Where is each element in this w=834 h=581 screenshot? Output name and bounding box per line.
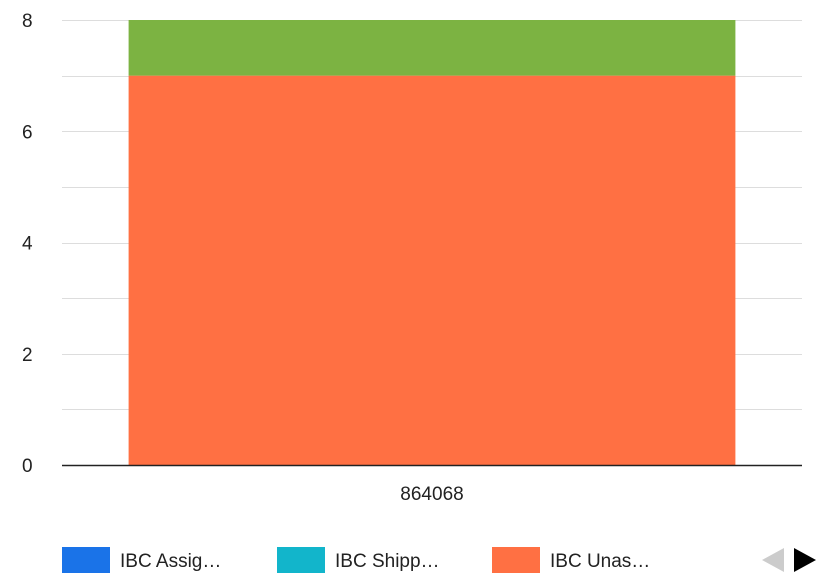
legend-swatch [277, 547, 325, 573]
legend: IBC Assig… IBC Shipp… IBC Unas… [62, 547, 650, 573]
legend-item[interactable]: IBC Shipp… [277, 547, 440, 573]
bar-segment[interactable] [128, 75, 736, 465]
y-tick-label: 6 [22, 122, 33, 143]
y-tick-label: 4 [22, 234, 33, 255]
legend-pagination [762, 548, 816, 572]
legend-item[interactable]: IBC Unas… [492, 547, 650, 573]
y-tick-label: 2 [22, 345, 33, 366]
triangle-left-icon[interactable] [762, 548, 784, 572]
legend-swatch [492, 547, 540, 573]
x-category-label: 864068 [400, 484, 463, 505]
bar-segment[interactable] [128, 20, 736, 76]
y-axis-tick-labels: 0 2 4 6 8 [22, 11, 33, 477]
legend-swatch [62, 547, 110, 573]
legend-label: IBC Shipp… [335, 551, 440, 572]
legend-item[interactable]: IBC Assig… [62, 547, 221, 573]
bars [128, 20, 736, 465]
y-tick-label: 0 [22, 456, 33, 477]
legend-label: IBC Assig… [120, 551, 221, 572]
legend-label: IBC Unas… [550, 551, 650, 572]
x-axis-category-labels: 864068 [400, 484, 463, 505]
triangle-right-icon[interactable] [794, 548, 816, 572]
y-tick-label: 8 [22, 11, 33, 32]
